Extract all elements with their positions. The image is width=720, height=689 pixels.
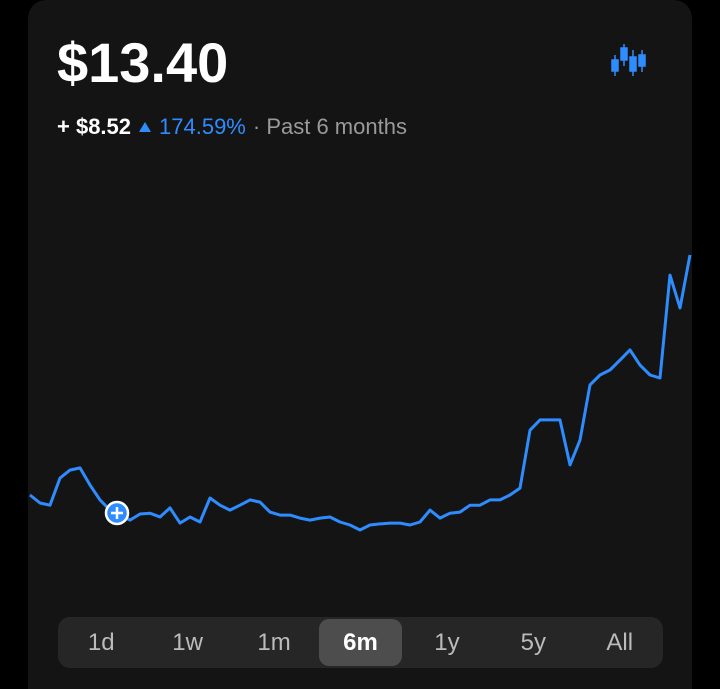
- range-selector: 1d 1w 1m 6m 1y 5y All: [58, 617, 663, 668]
- range-button[interactable]: 1w: [172, 628, 203, 656]
- range-button[interactable]: All: [606, 628, 634, 656]
- up-arrow: [139, 122, 152, 132]
- period: · Past 6 months: [252, 114, 407, 139]
- range-button[interactable]: 1m: [257, 628, 291, 656]
- range-button[interactable]: 5y: [520, 628, 546, 656]
- percent: 174.59%: [159, 114, 246, 139]
- candlestick-icon[interactable]: [611, 44, 646, 76]
- change: + $8.52: [57, 114, 132, 139]
- change-row: + $8.52 174.59% · Past 6 months: [57, 114, 407, 140]
- range-button[interactable]: 1y: [434, 628, 460, 656]
- range-button[interactable]: 1d: [87, 628, 115, 656]
- price-line: [29, 254, 692, 532]
- range-button[interactable]: 6m: [319, 619, 402, 666]
- card: [28, 0, 692, 689]
- price: $13.40: [57, 31, 229, 94]
- buy-marker[interactable]: [104, 500, 130, 526]
